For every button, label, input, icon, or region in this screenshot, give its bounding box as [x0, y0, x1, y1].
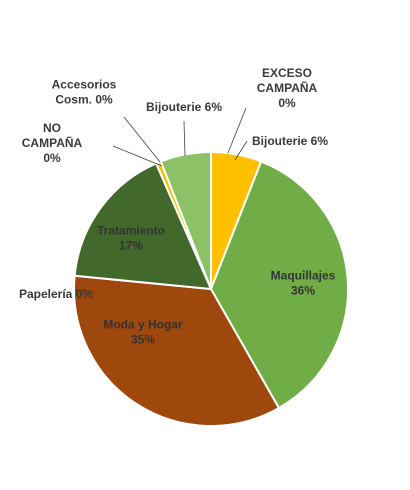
pie-slice-tratamiento-5	[73, 162, 213, 291]
leader-line-bijouterie-1	[234, 140, 248, 161]
data-label-bijouterie-1: Bijouterie 6%	[252, 134, 328, 148]
leader-line-no-campana-6	[112, 145, 163, 167]
data-label-maquillajes-2: Maquillajes 36%	[271, 269, 336, 298]
data-label-no-campana-6: NO CAMPAÑA 0%	[22, 121, 83, 165]
data-label-bijouterie-8: Bijouterie 6%	[146, 100, 222, 114]
pie-slices	[73, 150, 349, 427]
data-label-exceso-campana-0: EXCESO CAMPAÑA 0%	[257, 66, 318, 110]
leader-line-bijouterie-8	[183, 120, 186, 157]
pie-slice-bijouterie-8	[159, 150, 212, 290]
data-label-tratamiento-5: Tratamiento 17%	[97, 224, 165, 253]
leader-line-exceso-campana-0	[227, 107, 247, 154]
data-label-papeleria-4: Papelería 0%	[19, 287, 93, 301]
leader-line-accesorios-cosm-7	[123, 116, 161, 163]
data-label-moda-y-hogar-3: Moda y Hogar 35%	[103, 318, 183, 347]
pie-slice-moda-y-hogar-3	[73, 274, 281, 427]
pie-slice-maquillajes-2	[209, 160, 349, 410]
data-label-accesorios-cosm-7: Accesorios Cosm. 0%	[52, 78, 117, 107]
leader-line-papeleria-4	[74, 289, 97, 293]
leader-lines	[74, 107, 248, 293]
slice-labels: EXCESO CAMPAÑA 0% Bijouterie 6% Maquillajes 3…	[19, 66, 336, 347]
